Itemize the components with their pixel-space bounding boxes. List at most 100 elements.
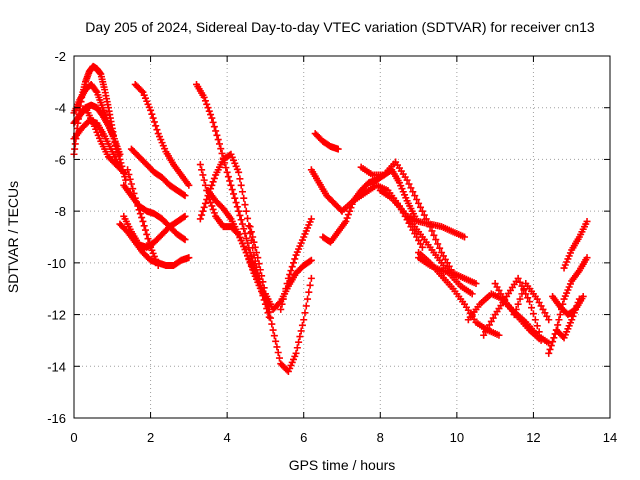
series-arc-16 — [246, 223, 315, 375]
data-point — [124, 166, 132, 174]
data-point — [131, 194, 139, 202]
data-point — [135, 206, 143, 214]
data-point — [240, 225, 248, 233]
data-point — [133, 198, 141, 206]
data-point — [204, 104, 212, 112]
data-point — [279, 295, 287, 303]
y-axis-label: SDTVAR / TECUs — [5, 181, 21, 293]
data-point — [200, 203, 208, 211]
data-point — [291, 255, 299, 263]
data-point — [241, 201, 249, 209]
data-point — [415, 199, 423, 207]
data-point — [180, 235, 188, 243]
data-point — [307, 256, 315, 264]
data-points — [70, 62, 591, 375]
data-point — [533, 322, 541, 330]
series-arc-6 — [120, 181, 189, 244]
data-point — [343, 214, 351, 222]
data-point — [222, 164, 230, 172]
y-tick-label: -16 — [47, 411, 66, 426]
data-point — [209, 118, 217, 126]
data-point — [210, 123, 218, 131]
data-point — [274, 348, 282, 356]
series-arc-11 — [131, 80, 193, 189]
series-arc-8 — [120, 212, 189, 251]
data-point — [284, 274, 292, 282]
data-point — [436, 244, 444, 252]
data-point — [223, 168, 231, 176]
data-point — [547, 342, 555, 350]
data-point — [413, 196, 421, 204]
data-point — [126, 175, 134, 183]
data-point — [235, 207, 243, 215]
data-point — [403, 176, 411, 184]
data-point — [214, 136, 222, 144]
x-tick-label: 4 — [224, 430, 231, 445]
data-point — [305, 288, 313, 296]
data-point — [574, 299, 582, 307]
data-point — [512, 305, 520, 313]
data-point — [418, 207, 426, 215]
data-point — [201, 181, 209, 189]
x-tick-label: 10 — [450, 430, 464, 445]
data-point — [269, 326, 277, 334]
series-arc-21 — [319, 166, 419, 246]
data-point — [207, 111, 215, 119]
data-point — [144, 235, 152, 243]
data-point — [275, 354, 283, 362]
data-point — [256, 266, 264, 274]
data-point — [242, 249, 250, 257]
data-point — [130, 189, 138, 197]
data-point — [152, 122, 160, 130]
data-point — [232, 199, 240, 207]
data-point — [150, 118, 158, 126]
data-point — [238, 188, 246, 196]
data-point — [434, 240, 442, 248]
data-point — [472, 280, 480, 288]
data-point — [120, 168, 128, 176]
data-point — [296, 333, 304, 341]
data-point — [286, 270, 294, 278]
data-point — [240, 194, 248, 202]
data-point — [281, 290, 289, 298]
series-arc-34 — [560, 217, 591, 272]
data-point — [555, 316, 563, 324]
data-point — [199, 171, 207, 179]
data-point — [236, 211, 244, 219]
data-point — [524, 294, 532, 302]
data-point — [129, 185, 137, 193]
series-arc-5 — [81, 104, 128, 176]
series-arc-30 — [491, 280, 545, 344]
data-point — [278, 300, 286, 308]
data-point — [235, 168, 243, 176]
y-tick-label: -12 — [47, 308, 66, 323]
series-arc-10 — [127, 145, 189, 200]
data-point — [236, 175, 244, 183]
data-point — [301, 309, 309, 317]
data-point — [259, 278, 267, 286]
data-point — [180, 213, 188, 221]
data-point — [468, 290, 476, 298]
data-point — [252, 249, 260, 257]
series-arc-35 — [552, 295, 583, 342]
data-point — [407, 184, 415, 192]
data-point — [245, 222, 253, 230]
series-arc-20 — [307, 166, 346, 215]
data-point — [420, 211, 428, 219]
data-point — [428, 227, 436, 235]
data-point — [531, 316, 539, 324]
data-point — [224, 173, 232, 181]
data-point — [213, 131, 221, 139]
data-point — [122, 176, 130, 184]
data-point — [307, 215, 315, 223]
data-point — [210, 174, 218, 182]
series-arc-19 — [311, 130, 342, 153]
data-point — [254, 254, 262, 262]
data-point — [250, 238, 258, 246]
data-point — [200, 93, 208, 101]
data-point — [292, 349, 300, 357]
data-point — [409, 188, 417, 196]
data-point — [550, 334, 558, 342]
